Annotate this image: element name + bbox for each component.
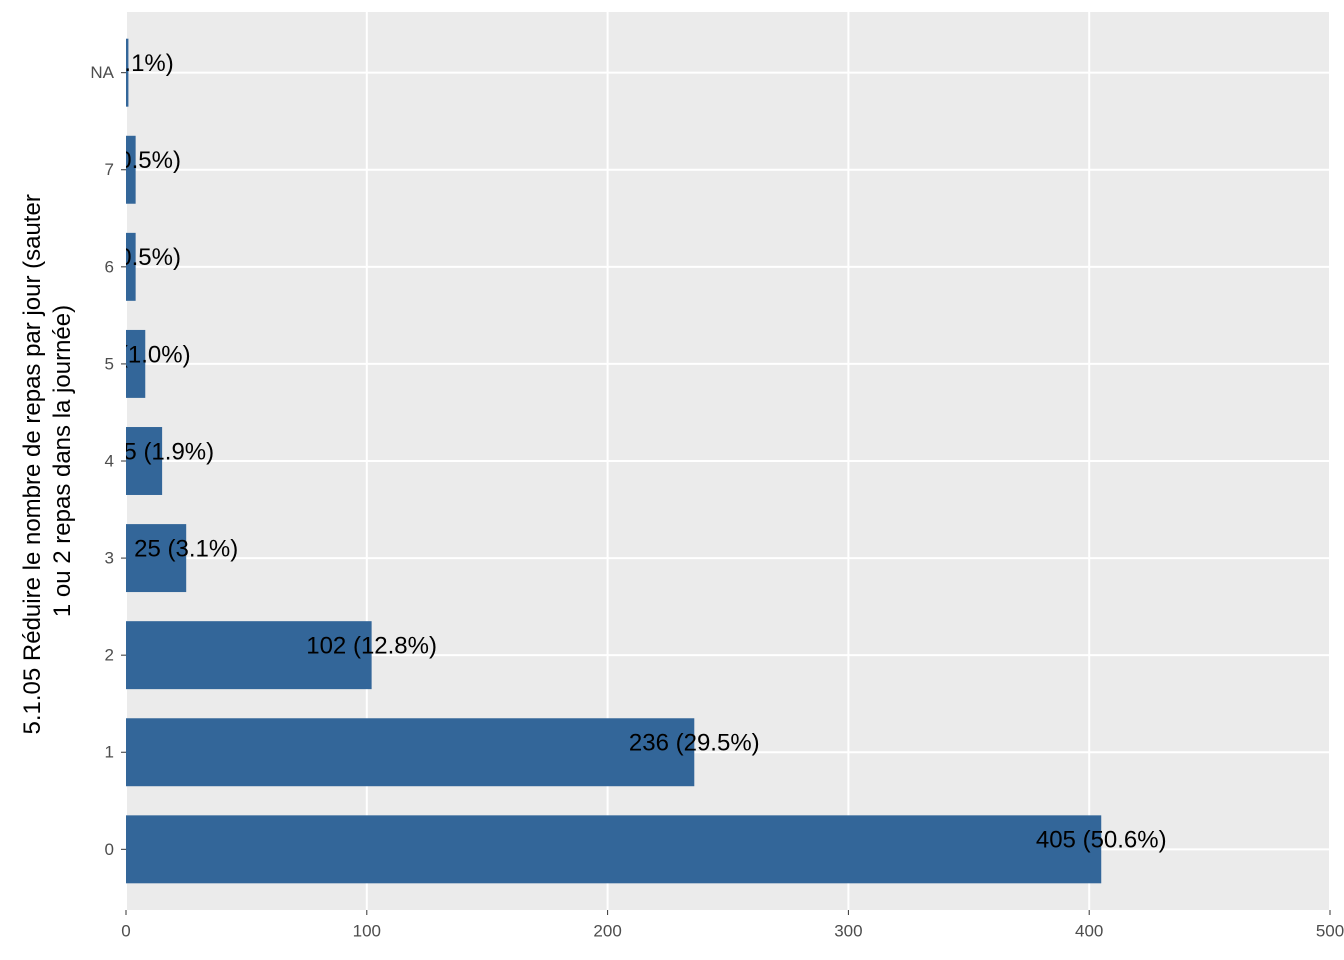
y-tick-label: 1 [105,743,114,762]
bar [126,232,136,301]
value-label: 4 (0.5%) [90,147,181,174]
x-tick-label: 400 [1075,921,1103,940]
value-label: 15 (1.9%) [110,438,214,465]
value-label: 25 (3.1%) [134,535,238,562]
y-tick-label: 5 [105,354,114,373]
bar [126,621,372,690]
y-tick-label: NA [90,63,114,82]
bar [126,329,146,398]
bar [126,524,187,593]
y-tick-label: 6 [105,257,114,276]
value-label: 236 (29.5%) [629,730,760,757]
axes: 0 100 200 300 400 500 0 1 2 3 4 5 6 7 NA [90,63,1344,940]
y-tick-label: 0 [105,840,114,859]
value-label: 405 (50.6%) [1036,827,1167,854]
y-tick-label: 3 [105,549,114,568]
bar [126,135,136,204]
value-labels: 405 (50.6%) 236 (29.5%) 102 (12.8%) 25 (3.1… [83,50,1167,854]
y-axis-title-line: 1 ou 2 repas dans la journée) [49,305,76,617]
value-label: 8 (1.0%) [100,341,191,368]
bar [126,718,695,787]
value-label: 102 (12.8%) [306,633,437,660]
y-tick-label: 4 [105,451,114,470]
x-tick-label: 300 [834,921,862,940]
y-axis-title: 5.1.05 Réduire le nombre de repas par jo… [19,188,76,735]
y-axis-title-line: 5.1.05 Réduire le nombre de repas par jo… [19,194,46,734]
bar [126,38,129,107]
x-tick-label: 100 [353,921,381,940]
x-tick-label: 0 [121,921,130,940]
value-label: 1 (0.1%) [83,50,174,77]
y-tick-label: 2 [105,646,114,665]
value-label: 4 (0.5%) [90,244,181,271]
bars [126,38,1102,884]
bar [126,815,1102,884]
x-tick-label: 200 [593,921,621,940]
x-tick-label: 500 [1316,921,1344,940]
bar [126,427,163,495]
y-tick-label: 7 [105,160,114,179]
